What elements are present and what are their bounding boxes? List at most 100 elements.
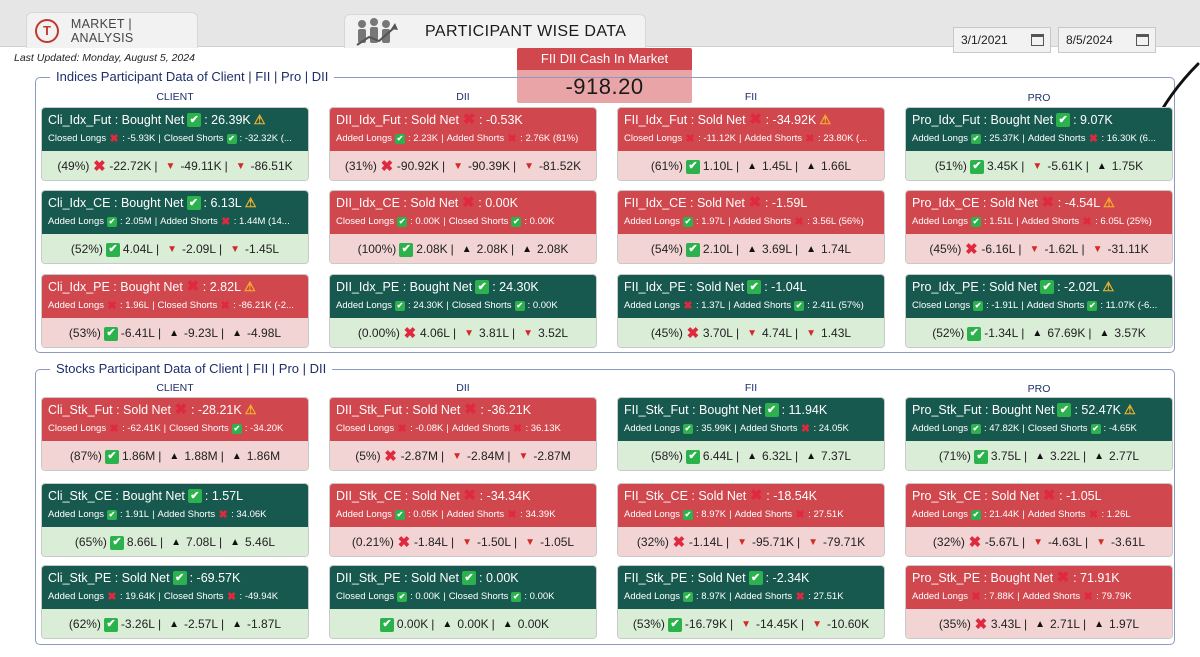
sub2-value: 34.06K (236, 509, 267, 520)
sub2-value: 2.41L (57%) (812, 300, 864, 311)
card-title-text: Pro_Idx_CE : Sold Net (912, 196, 1038, 210)
warning-icon: ⚠ (244, 402, 257, 417)
colon: : (120, 591, 126, 602)
participant-card[interactable]: DII_Idx_PE : Bought Net ✔: 24.30K Added Lo… (329, 274, 597, 348)
page-title: PARTICIPANT WISE DATA (425, 22, 627, 40)
separator: | (1022, 509, 1025, 520)
triangle-up-icon: ▲ (502, 619, 513, 630)
separator: | (1022, 133, 1025, 144)
participant-card[interactable]: Cli_Stk_CE : Bought Net ✔: 1.57L Added Lon… (41, 483, 309, 557)
participant-card[interactable]: Cli_Idx_CE : Bought Net ✔: 6.13L ⚠ Added Lo… (41, 190, 309, 264)
history-value-2: -2.09L (181, 242, 217, 256)
checkbox-icon: ✔ (475, 280, 490, 294)
card-subtitle: Added Longs ✖: 7.88K | Added Shorts ✖: 79.79… (912, 588, 1166, 606)
cross-icon: ✖ (464, 401, 477, 418)
date-from-input[interactable]: 3/1/2021 (953, 27, 1051, 53)
checkbox-icon: ✔ (103, 326, 118, 341)
card-subtitle: Added Longs ✖: 1.96L | Closed Shorts ✖: -86.… (48, 297, 302, 315)
card-subtitle: Closed Longs ✔: 0.00K | Closed Shorts ✔: 0.0… (336, 588, 590, 606)
separator: | (441, 133, 444, 144)
separator: | (450, 535, 455, 549)
card-title-text: Pro_Idx_Fut : Bought Net (912, 113, 1054, 127)
participant-card[interactable]: Cli_Stk_Fut : Sold Net ✖: -28.21K ⚠ Closed … (41, 397, 309, 471)
participant-card[interactable]: Pro_Idx_Fut : Bought Net ✔: 9.07K Added Lo… (905, 107, 1173, 181)
percent-value: (31%) (344, 159, 377, 173)
participant-card[interactable]: DII_Stk_CE : Sold Net ✖: -34.34K Added Lon… (329, 483, 597, 557)
calendar-icon[interactable] (1136, 34, 1149, 46)
sub1-value: 0.05K (413, 509, 439, 520)
sub2-label: Closed Shorts (1027, 423, 1088, 434)
colon: : (1059, 489, 1067, 503)
card-title: Pro_Idx_CE : Sold Net ✖: -4.54L ⚠ (912, 193, 1166, 213)
calendar-icon[interactable] (1031, 34, 1044, 46)
sub1-label: Closed Longs (336, 591, 395, 602)
date-to-input[interactable]: 8/5/2024 (1058, 27, 1156, 53)
checkbox-icon: ✔ (683, 424, 693, 434)
participant-card[interactable]: FII_Idx_CE : Sold Net ✖: -1.59L Added Long… (617, 190, 885, 264)
participant-card[interactable]: DII_Idx_CE : Sold Net ✖: 0.00K Closed Long… (329, 190, 597, 264)
cross-icon: ✖ (974, 616, 988, 633)
participant-card[interactable]: FII_Stk_CE : Sold Net ✖: -18.54K Added Lon… (617, 483, 885, 557)
card-header: Cli_Stk_Fut : Sold Net ✖: -28.21K ⚠ Closed … (42, 398, 308, 441)
participant-card[interactable]: FII_Stk_Fut : Bought Net ✔: 11.94K Added L… (617, 397, 885, 471)
participant-card[interactable]: Pro_Idx_PE : Sold Net ✔: -2.02L ⚠ Closed Lo… (905, 274, 1173, 348)
participant-card[interactable]: FII_Idx_PE : Sold Net ✔: -1.04L Added Long… (617, 274, 885, 348)
sub2-label: Closed Shorts (169, 423, 229, 434)
cross-icon: ✖ (93, 158, 106, 175)
history-value-3: 1.75K (1111, 159, 1144, 173)
history-value-3: 2.77L (1109, 449, 1140, 463)
participant-card[interactable]: DII_Idx_Fut : Sold Net ✖: -0.53K Added Lon… (329, 107, 597, 181)
net-value: 11.94K (788, 403, 828, 417)
history-value-3: 3.57K (1114, 326, 1146, 340)
sub2-value: -34.20K (250, 423, 284, 434)
sub2-label: Added Shorts (1026, 300, 1085, 311)
colon: : (984, 509, 990, 520)
participant-card[interactable]: DII_Stk_PE : Sold Net ✔: 0.00K Closed Long… (329, 565, 597, 639)
history-value-2: -1.50L (477, 535, 512, 549)
sub1-value: 1.91L (125, 509, 150, 520)
separator: | (440, 449, 445, 463)
sub2-label: Added Shorts (157, 509, 216, 520)
separator: | (728, 216, 731, 227)
triangle-up-icon: ▲ (747, 451, 757, 462)
net-value: 26.39K (211, 113, 251, 127)
brand-tab[interactable]: T MARKET | ANALYSIS (26, 12, 198, 48)
separator: | (514, 535, 518, 549)
participant-card[interactable]: Pro_Stk_Fut : Bought Net ✔: 52.47K ⚠ Added … (905, 397, 1173, 471)
page-title-tab[interactable]: PARTICIPANT WISE DATA (344, 14, 646, 48)
card-title: Pro_Stk_Fut : Bought Net ✔: 52.47K ⚠ (912, 400, 1166, 420)
sub1-label: Added Longs (912, 509, 968, 520)
participant-card[interactable]: FII_Idx_Fut : Sold Net ✖: -34.92K ⚠ Closed … (617, 107, 885, 181)
checkbox-icon: ✔ (231, 424, 242, 434)
cross-icon: ✖ (109, 133, 119, 145)
sub1-value: 21.44K (989, 509, 1020, 520)
checkbox-icon: ✔ (397, 217, 408, 227)
participant-card[interactable]: Pro_Idx_CE : Sold Net ✖: -4.54L ⚠ Added Lon… (905, 190, 1173, 264)
history-value-1: -1.14L (688, 535, 723, 549)
cross-icon: ✖ (512, 423, 523, 435)
cross-icon: ✖ (220, 300, 230, 312)
triangle-up-icon: ▲ (171, 537, 181, 548)
triangle-down-icon: ▼ (464, 328, 474, 339)
percent-value: (35%) (938, 617, 971, 631)
participant-card[interactable]: Cli_Stk_PE : Sold Net ✔: -69.57K Added Lon… (41, 565, 309, 639)
net-value: -1.04L (771, 280, 807, 294)
participant-card[interactable]: DII_Stk_Fut : Sold Net ✖: -36.21K Closed L… (329, 397, 597, 471)
participant-card[interactable]: Pro_Stk_CE : Sold Net ✖: -1.05L Added Long… (905, 483, 1173, 557)
date-from-value: 3/1/2021 (961, 33, 1008, 47)
card-title: Pro_Stk_CE : Sold Net ✖: -1.05L (912, 486, 1166, 506)
participant-card[interactable]: Cli_Idx_Fut : Bought Net ✔: 26.39K ⚠ Closed… (41, 107, 309, 181)
cross-icon: ✖ (461, 194, 475, 211)
sub2-value: 36.13K (530, 423, 561, 434)
participant-card[interactable]: Pro_Stk_PE : Bought Net ✖: 71.91K Added Lo… (905, 565, 1173, 639)
history-value-3: -86.51K (250, 159, 293, 173)
checkbox-icon: ✔ (226, 134, 237, 144)
participant-card[interactable]: Cli_Idx_PE : Bought Net ✖: 2.82L ⚠ Added Lo… (41, 274, 309, 348)
net-value: -18.54K (773, 489, 818, 503)
colon: : (479, 489, 487, 503)
checkbox-icon: ✔ (973, 301, 984, 311)
net-value: -69.57K (196, 571, 241, 585)
participant-card[interactable]: FII_Stk_PE : Sold Net ✔: -2.34K Added Long… (617, 565, 885, 639)
card-header: Pro_Stk_PE : Bought Net ✖: 71.91K Added Lo… (906, 566, 1172, 609)
colon: : (818, 133, 824, 144)
